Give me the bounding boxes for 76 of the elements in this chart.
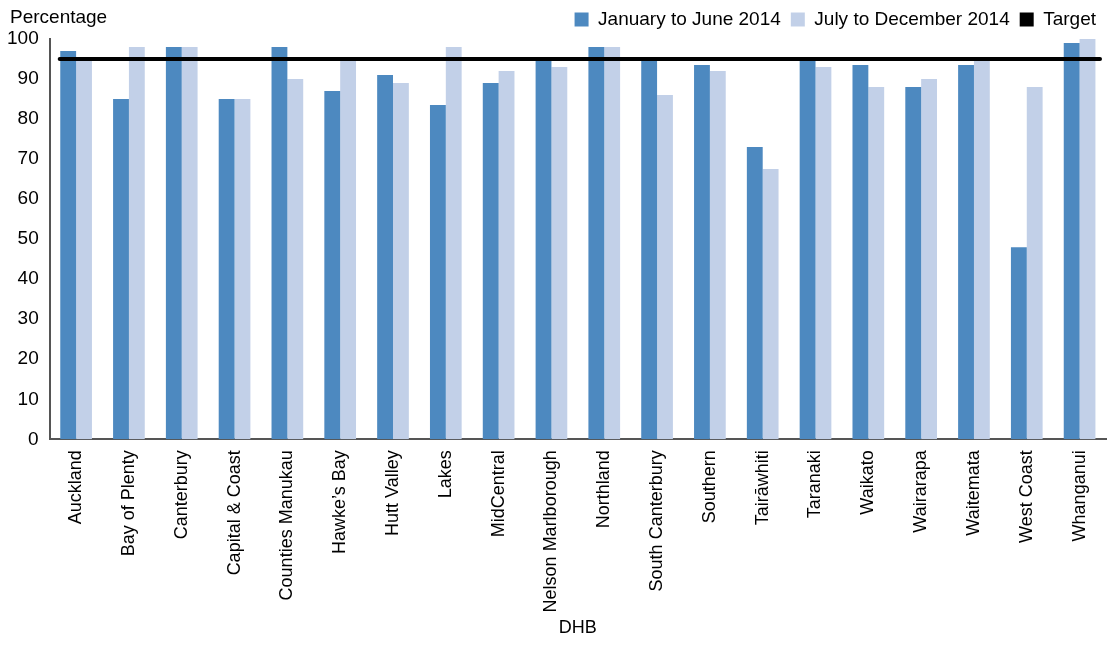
bar: [799, 59, 816, 440]
x-tick-label: Auckland: [65, 450, 86, 525]
x-tick-label: Hawke’s Bay: [329, 450, 350, 555]
x-tick-label: Taranaki: [804, 450, 825, 519]
bar: [746, 147, 763, 440]
bar: [657, 95, 673, 440]
x-tick-label: Capital & Coast: [223, 450, 244, 576]
x-tick-label: Lakes: [434, 450, 455, 499]
y-tick-label: 90: [17, 67, 39, 89]
bar: [234, 99, 251, 440]
bar: [165, 47, 182, 440]
bar: [76, 59, 92, 440]
bar: [709, 71, 726, 440]
x-tick-label: Southern: [698, 450, 719, 524]
legend-label: July to December 2014: [814, 7, 1011, 29]
bar: [181, 47, 198, 440]
bar: [815, 67, 832, 440]
bar: [1010, 247, 1027, 440]
x-tick-label: Hutt Valley: [381, 450, 402, 537]
bar: [852, 65, 869, 440]
bar: [958, 65, 974, 440]
x-tick-label: West Coast: [1015, 450, 1036, 544]
x-tick-label: Waitemata: [962, 449, 983, 536]
x-axis-title: DHB: [558, 617, 597, 638]
legend-label: January to June 2014: [598, 7, 782, 29]
bar: [340, 59, 357, 440]
y-tick-label: 80: [17, 107, 39, 129]
bar: [973, 59, 990, 440]
legend-label: Target: [1043, 7, 1097, 29]
bar: [482, 83, 499, 440]
y-tick-label: 40: [17, 267, 39, 289]
bar: [324, 91, 341, 440]
y-tick-label: 60: [17, 187, 39, 209]
bar: [218, 99, 235, 440]
x-tick-label: South Canterbury: [646, 450, 667, 592]
bar: [868, 87, 885, 440]
y-tick-label: 70: [17, 147, 39, 169]
bar: [1079, 39, 1096, 440]
bar: [1063, 43, 1080, 440]
x-tick-label: MidCentral: [487, 450, 508, 538]
x-tick-label: Nelson Marlborough: [540, 450, 561, 613]
bar: [641, 59, 658, 440]
bar: [588, 47, 605, 440]
bar: [604, 47, 621, 440]
x-tick-label: Waikato: [857, 450, 878, 515]
bar: [694, 65, 710, 440]
bar: [128, 47, 145, 440]
x-tick-label: Bay of Plenty: [117, 450, 138, 557]
bar: [445, 47, 462, 440]
bar: [393, 83, 409, 440]
y-tick-label: 10: [17, 387, 39, 409]
bar: [551, 67, 568, 440]
bar: [762, 169, 779, 440]
bar: [60, 51, 77, 440]
y-tick-label: 100: [7, 27, 39, 49]
x-tick-label: Whanganui: [1068, 450, 1089, 542]
x-tick-label: Northland: [593, 450, 614, 529]
bar: [498, 71, 515, 440]
bar: [377, 75, 393, 440]
bar: [271, 47, 288, 440]
bar: [113, 99, 129, 440]
y-tick-label: 30: [17, 307, 39, 329]
bar: [535, 59, 552, 440]
bar: [1026, 87, 1043, 440]
x-tick-label: Tairāwhiti: [751, 450, 772, 526]
x-tick-label: Wairarapa: [910, 449, 931, 533]
y-axis-title: Percentage: [10, 5, 108, 27]
bar: [921, 79, 937, 440]
y-tick-label: 0: [28, 427, 39, 449]
y-tick-label: 20: [17, 347, 39, 369]
bar: [905, 87, 922, 440]
x-tick-label: Counties Manukau: [276, 450, 297, 601]
bar: [429, 105, 446, 440]
bar: [287, 79, 304, 440]
y-tick-label: 50: [17, 227, 39, 249]
x-tick-label: Canterbury: [170, 450, 191, 540]
